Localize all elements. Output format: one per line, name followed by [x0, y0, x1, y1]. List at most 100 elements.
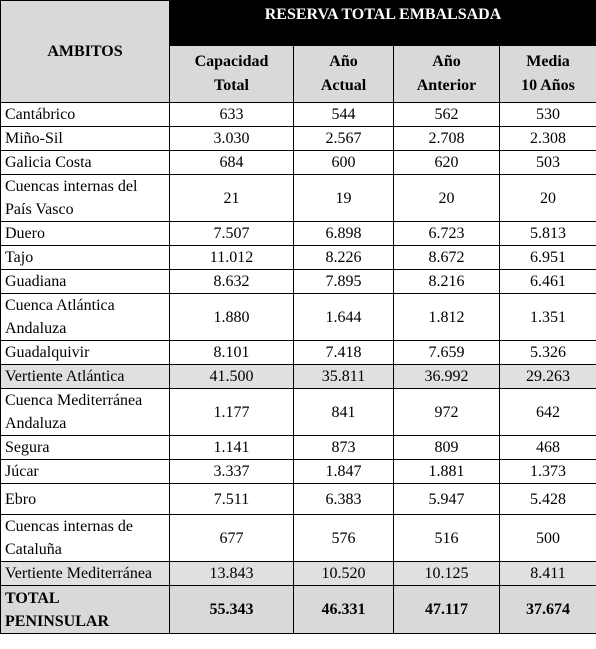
table-row: Guadiana 8.632 7.895 8.216 6.461: [0, 269, 596, 294]
actual-value: 6.383: [293, 483, 394, 515]
anterior-value: 6.723: [393, 221, 500, 246]
table-row: Duero 7.507 6.898 6.723 5.813: [0, 221, 596, 246]
table-row: Tajo 11.012 8.226 8.672 6.951: [0, 245, 596, 270]
capacidad-value: 633: [169, 102, 294, 127]
media-value: 5.326: [499, 340, 596, 365]
anterior-value: 36.992: [393, 364, 500, 389]
ambito-name: Miño-Sil: [0, 126, 170, 151]
media-value: 2.308: [499, 126, 596, 151]
table-row: Miño-Sil 3.030 2.567 2.708 2.308: [0, 126, 596, 151]
actual-value: 46.331: [293, 585, 394, 634]
anterior-value: 809: [393, 435, 500, 460]
media-value: 6.461: [499, 269, 596, 294]
table-row: Segura 1.141 873 809 468: [0, 435, 596, 460]
table-row: Guadalquivir 8.101 7.418 7.659 5.326: [0, 340, 596, 365]
actual-value: 6.898: [293, 221, 394, 246]
ambito-name: Segura: [0, 435, 170, 460]
capacidad-value: 11.012: [169, 245, 294, 270]
actual-value: 1.847: [293, 459, 394, 484]
ambito-name: Cuenca Mediterránea Andaluza: [0, 388, 170, 436]
media-value: 530: [499, 102, 596, 127]
capacidad-value: 7.507: [169, 221, 294, 246]
anterior-value: 1.812: [393, 293, 500, 341]
media-value: 468: [499, 435, 596, 460]
actual-value: 10.520: [293, 561, 394, 586]
media-value: 8.411: [499, 561, 596, 586]
media-value: 5.813: [499, 221, 596, 246]
capacidad-value: 8.101: [169, 340, 294, 365]
media-value: 29.263: [499, 364, 596, 389]
media-value: 1.373: [499, 459, 596, 484]
anterior-value: 8.672: [393, 245, 500, 270]
capacidad-value: 21: [169, 174, 294, 222]
capacidad-value: 3.337: [169, 459, 294, 484]
capacidad-value: 1.880: [169, 293, 294, 341]
table-row: Cantábrico 633 544 562 530: [0, 102, 596, 127]
subtotal-row-atlantica: Vertiente Atlántica 41.500 35.811 36.992…: [0, 364, 596, 389]
actual-value: 35.811: [293, 364, 394, 389]
reserva-total-header: RESERVA TOTAL EMBALSADA: [169, 0, 596, 46]
ambito-name: Guadalquivir: [0, 340, 170, 365]
anterior-value: 1.881: [393, 459, 500, 484]
media-value: 6.951: [499, 245, 596, 270]
actual-value: 2.567: [293, 126, 394, 151]
table-row: Cuenca Atlántica Andaluza 1.880 1.644 1.…: [0, 293, 596, 341]
table-row: Ebro 7.511 6.383 5.947 5.428: [0, 483, 596, 515]
ambito-name: Cantábrico: [0, 102, 170, 127]
anterior-value: 47.117: [393, 585, 500, 634]
capacidad-value: 13.843: [169, 561, 294, 586]
capacidad-total-header: Capacidad Total: [169, 45, 294, 103]
ambito-name: Guadiana: [0, 269, 170, 294]
ambito-name: Cuenca Atlántica Andaluza: [0, 293, 170, 341]
ambito-name: Galicia Costa: [0, 150, 170, 175]
anterior-value: 5.947: [393, 483, 500, 515]
capacidad-value: 1.177: [169, 388, 294, 436]
ambito-name: Vertiente Atlántica: [0, 364, 170, 389]
actual-value: 544: [293, 102, 394, 127]
ambito-name: Cuencas internas de Cataluña: [0, 514, 170, 562]
reserva-table: AMBITOS RESERVA TOTAL EMBALSADA Capacida…: [0, 0, 596, 634]
capacidad-value: 1.141: [169, 435, 294, 460]
ambito-name: TOTAL PENINSULAR: [0, 585, 170, 634]
ambito-name: Vertiente Mediterránea: [0, 561, 170, 586]
anterior-value: 562: [393, 102, 500, 127]
anterior-value: 8.216: [393, 269, 500, 294]
ambito-name: Cuencas internas del País Vasco: [0, 174, 170, 222]
media-value: 1.351: [499, 293, 596, 341]
capacidad-value: 3.030: [169, 126, 294, 151]
media-value: 642: [499, 388, 596, 436]
capacidad-value: 677: [169, 514, 294, 562]
ambito-name: Ebro: [0, 483, 170, 515]
ambito-name: Tajo: [0, 245, 170, 270]
anterior-value: 972: [393, 388, 500, 436]
ambito-name: Júcar: [0, 459, 170, 484]
media-value: 500: [499, 514, 596, 562]
capacidad-value: 8.632: [169, 269, 294, 294]
media-value: 20: [499, 174, 596, 222]
media-value: 37.674: [499, 585, 596, 634]
ambito-name: Duero: [0, 221, 170, 246]
media-10-anos-header: Media 10 Años: [499, 45, 596, 103]
table-row: Júcar 3.337 1.847 1.881 1.373: [0, 459, 596, 484]
capacidad-value: 684: [169, 150, 294, 175]
capacidad-value: 55.343: [169, 585, 294, 634]
anterior-value: 7.659: [393, 340, 500, 365]
capacidad-value: 41.500: [169, 364, 294, 389]
actual-value: 19: [293, 174, 394, 222]
anterior-value: 10.125: [393, 561, 500, 586]
total-peninsular-row: TOTAL PENINSULAR 55.343 46.331 47.117 37…: [0, 585, 596, 634]
actual-value: 1.644: [293, 293, 394, 341]
table-row: Cuenca Mediterránea Andaluza 1.177 841 9…: [0, 388, 596, 436]
actual-value: 841: [293, 388, 394, 436]
anterior-value: 2.708: [393, 126, 500, 151]
table-row: Galicia Costa 684 600 620 503: [0, 150, 596, 175]
capacidad-value: 7.511: [169, 483, 294, 515]
ano-actual-header: Año Actual: [293, 45, 394, 103]
actual-value: 873: [293, 435, 394, 460]
ano-anterior-header: Año Anterior: [393, 45, 500, 103]
actual-value: 8.226: [293, 245, 394, 270]
table-row: Cuencas internas de Cataluña 677 576 516…: [0, 514, 596, 562]
subtotal-row-mediterranea: Vertiente Mediterránea 13.843 10.520 10.…: [0, 561, 596, 586]
table-row: Cuencas internas del País Vasco 21 19 20…: [0, 174, 596, 222]
actual-value: 576: [293, 514, 394, 562]
